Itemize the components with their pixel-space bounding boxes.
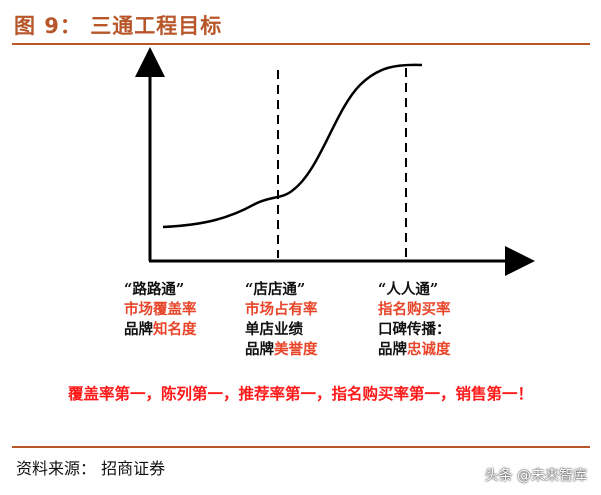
stage-line: 品牌知名度 xyxy=(124,320,244,340)
stage-line: 市场覆盖率 xyxy=(124,300,244,320)
growth-curve-diagram xyxy=(135,47,535,276)
stage-heading: “人人通” xyxy=(378,281,439,298)
stage-line-text: 美誉度 xyxy=(274,341,318,358)
slogan-text: 覆盖率第一，陈列第一，推荐率第一，指名购买率第一，销售第一！ xyxy=(67,385,533,403)
stage-line-text: 市场覆盖率 xyxy=(124,301,197,318)
figure-title: 图 9： 三通工程目标 xyxy=(14,14,223,38)
stage-heading: “路路通” xyxy=(124,281,185,298)
source-note: 资料来源： 招商证券 xyxy=(16,459,166,478)
stage-line: 指名购买率 xyxy=(378,300,498,320)
stage-line: 品牌美誉度 xyxy=(245,340,365,360)
stage-line-text: 指名购买率 xyxy=(378,301,451,318)
stage-heading: “店店通” xyxy=(245,281,306,298)
bottom-divider xyxy=(12,446,590,448)
stage-line: 单店业绩 xyxy=(245,320,365,340)
stage-line-text: 忠诚度 xyxy=(407,341,451,358)
watermark: 头条 @未来智库 xyxy=(484,468,587,484)
stage-line-text: 品牌 xyxy=(378,341,407,358)
stage-column-1: “路路通” 市场覆盖率 品牌知名度 xyxy=(124,280,244,340)
stage-line-text: 市场占有率 xyxy=(245,301,318,318)
stage-line-text: 单店业绩 xyxy=(245,321,303,338)
top-divider xyxy=(12,43,590,45)
stage-line: 市场占有率 xyxy=(245,300,365,320)
stage-line: 品牌忠诚度 xyxy=(378,340,498,360)
stage-line: 口碑传播： xyxy=(378,320,498,340)
stage-line-text: 品牌 xyxy=(245,341,274,358)
growth-curve xyxy=(162,63,423,229)
stage-column-2: “店店通” 市场占有率 单店业绩 品牌美誉度 xyxy=(245,280,365,360)
stage-line-text: 品牌 xyxy=(124,321,153,338)
stage-column-3: “人人通” 指名购买率 口碑传播： 品牌忠诚度 xyxy=(378,280,498,360)
stage-line-text: 知名度 xyxy=(153,321,197,338)
stage-line-text: 口碑传播： xyxy=(378,321,451,338)
